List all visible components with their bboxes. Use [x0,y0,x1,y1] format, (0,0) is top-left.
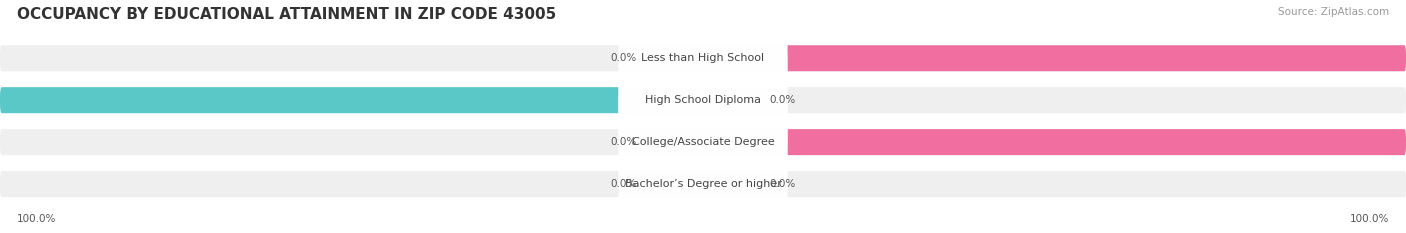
Text: 0.0%: 0.0% [610,53,637,63]
Text: 100.0%: 100.0% [17,214,56,224]
Text: Bachelor’s Degree or higher: Bachelor’s Degree or higher [624,179,782,189]
FancyBboxPatch shape [619,9,787,192]
FancyBboxPatch shape [0,171,1406,197]
FancyBboxPatch shape [703,45,1406,71]
FancyBboxPatch shape [0,45,1406,71]
Text: 0.0%: 0.0% [770,179,796,189]
FancyBboxPatch shape [647,129,703,155]
Text: 0.0%: 0.0% [610,179,637,189]
Text: College/Associate Degree: College/Associate Degree [631,137,775,147]
FancyBboxPatch shape [703,171,759,197]
FancyBboxPatch shape [703,87,759,113]
Text: 0.0%: 0.0% [770,95,796,105]
Text: Source: ZipAtlas.com: Source: ZipAtlas.com [1278,7,1389,17]
Text: 100.0%: 100.0% [1350,214,1389,224]
Text: High School Diploma: High School Diploma [645,95,761,105]
FancyBboxPatch shape [647,171,703,197]
Text: OCCUPANCY BY EDUCATIONAL ATTAINMENT IN ZIP CODE 43005: OCCUPANCY BY EDUCATIONAL ATTAINMENT IN Z… [17,7,557,22]
FancyBboxPatch shape [703,129,1406,155]
FancyBboxPatch shape [0,129,1406,155]
FancyBboxPatch shape [0,87,703,113]
FancyBboxPatch shape [647,45,703,71]
Text: 0.0%: 0.0% [610,137,637,147]
Text: Less than High School: Less than High School [641,53,765,63]
FancyBboxPatch shape [619,93,787,233]
FancyBboxPatch shape [0,87,1406,113]
FancyBboxPatch shape [619,0,787,150]
FancyBboxPatch shape [619,51,787,233]
